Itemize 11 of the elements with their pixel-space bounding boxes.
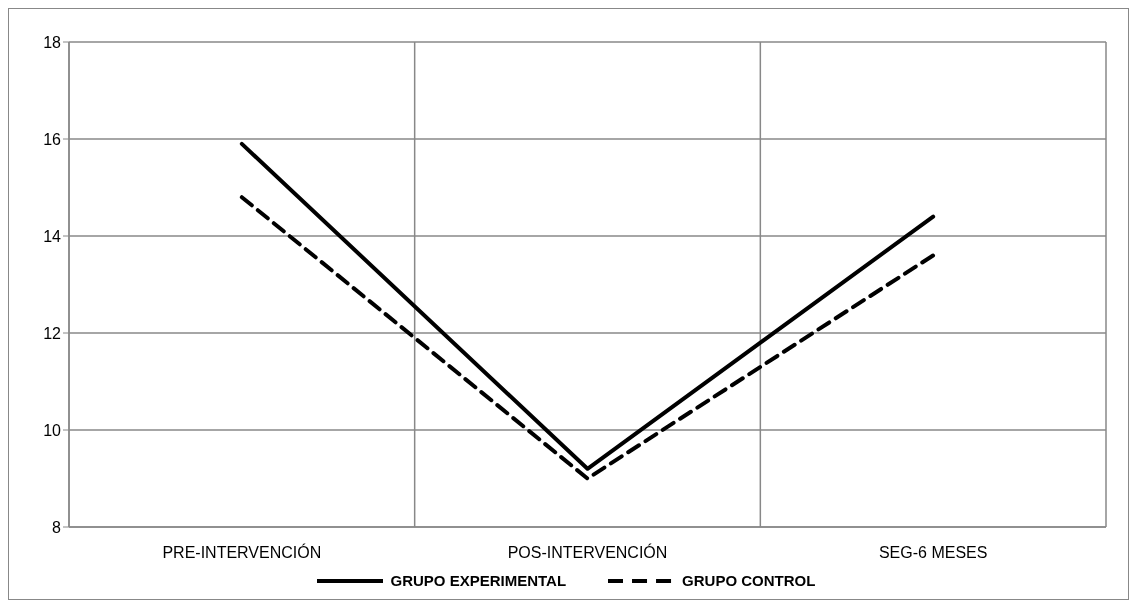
y-tick-label: 18 (43, 33, 62, 51)
y-tick-label: 16 (43, 130, 62, 148)
x-tick-label: POS-INTERVENCIÓN (507, 543, 668, 562)
legend-label: GRUPO EXPERIMENTAL (390, 572, 567, 589)
y-tick-label: 14 (43, 227, 62, 245)
y-tick-label: 10 (43, 421, 62, 439)
x-tick-label: PRE-INTERVENCIÓN (162, 543, 322, 562)
legend-label: GRUPO CONTROL (682, 572, 816, 589)
x-tick-label: SEG-6 MESES (878, 544, 988, 562)
y-tick-label: 8 (52, 518, 62, 536)
y-tick-label: 12 (43, 324, 62, 342)
